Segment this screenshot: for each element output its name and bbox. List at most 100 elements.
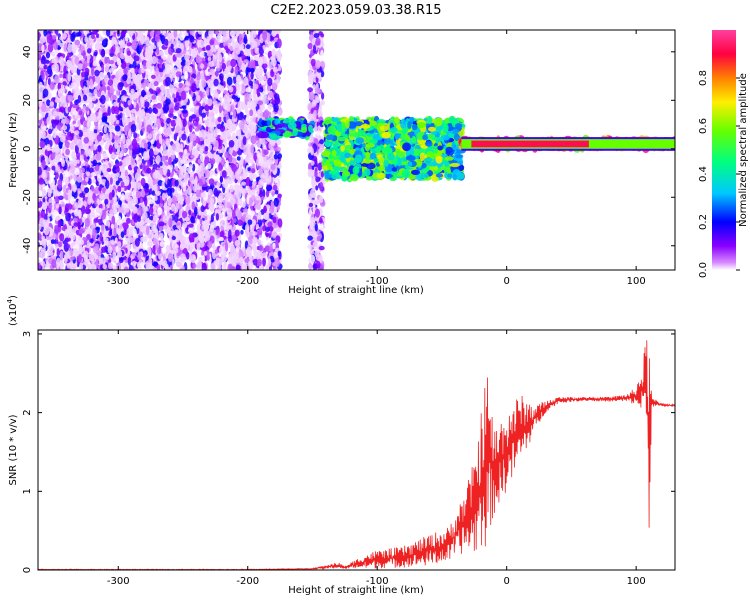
spectrogram-cell — [228, 86, 234, 93]
spectrogram-cell — [140, 220, 146, 225]
spectrogram-cell — [182, 222, 188, 229]
spectrogram-cell — [240, 229, 244, 235]
spectrogram-cell — [47, 239, 51, 245]
spectrogram-cell — [201, 254, 205, 262]
spectrogram-cell — [220, 225, 224, 231]
spectrogram-cell — [217, 116, 222, 123]
spectrogram-cell — [47, 191, 52, 198]
spectrogram-cell — [192, 263, 197, 269]
spectrogram-cell — [248, 197, 253, 206]
spectrogram-cell — [115, 119, 120, 125]
spectrogram-cell — [204, 146, 209, 152]
spectrogram-cell — [178, 209, 182, 219]
spectrogram-cell — [93, 52, 98, 57]
spectrogram-cell — [176, 62, 181, 68]
spectrogram-cell — [247, 140, 251, 146]
spectrogram-cell — [112, 115, 117, 122]
spectrogram-cell — [178, 82, 183, 89]
spectrogram-cell — [108, 262, 114, 270]
spectrogram-cell — [101, 104, 105, 114]
spectrogram-cell — [121, 167, 126, 173]
spectrogram-cell — [101, 246, 107, 253]
spectrogram-cell — [195, 116, 200, 122]
spectrogram-cell — [109, 87, 115, 94]
spectrogram-cell — [139, 36, 146, 45]
spectrogram-cell — [197, 229, 203, 235]
spectrogram-cell — [207, 56, 212, 62]
spectrogram-cell — [276, 164, 282, 169]
spectrogram-cell — [144, 36, 150, 46]
spectrogram-cell — [122, 43, 127, 48]
spectrogram-cell — [162, 149, 169, 157]
spectrogram-heatmap — [38, 30, 675, 270]
spectrogram-cell — [168, 112, 174, 118]
spectrogram-cell — [272, 184, 278, 191]
spectrogram-cell — [234, 240, 241, 247]
spectrogram-cell — [160, 50, 165, 59]
spectrogram-cell — [205, 45, 211, 51]
spectrogram-cell — [253, 173, 257, 180]
spectrogram-cell — [146, 141, 152, 150]
spectrogram-cell — [180, 61, 185, 67]
spectrogram-cell — [109, 229, 113, 235]
spectrogram-cell — [104, 56, 108, 64]
spectrogram-cell — [69, 125, 75, 132]
spectrogram-cell — [100, 139, 105, 146]
spectrogram-cell — [53, 209, 58, 216]
spectrogram-cell — [265, 265, 269, 270]
spectrogram-cell — [107, 40, 111, 50]
spectrogram-cell — [119, 38, 124, 49]
spectrogram-cell — [245, 87, 251, 93]
spectrogram-cell — [263, 149, 269, 155]
spectrogram-cell — [237, 93, 241, 98]
spectrogram-cell — [236, 77, 242, 83]
spectrogram-cell — [188, 115, 193, 123]
spectrogram-cell — [54, 172, 59, 180]
spectrogram-cell — [265, 189, 270, 198]
spectrogram-cell — [152, 178, 158, 187]
spectrogram-cell — [191, 114, 197, 119]
spectrogram-cell — [170, 43, 174, 50]
spectrogram-cell — [96, 33, 99, 39]
spectrogram-cell — [248, 208, 252, 214]
spectrogram-cell — [104, 48, 111, 55]
spectrogram-cell — [183, 148, 188, 155]
spectrogram-cell — [100, 224, 105, 235]
spectrogram-cell — [150, 114, 156, 122]
spectrogram-cell — [200, 192, 206, 198]
spectrogram-cell — [120, 52, 125, 60]
spectrogram-cell — [182, 105, 187, 110]
spectrogram-cell — [74, 123, 80, 128]
spectrogram-cell — [148, 199, 154, 205]
spectrogram-cell — [64, 203, 70, 213]
spectrogram-cell — [48, 244, 54, 253]
spectrogram-cell — [122, 148, 127, 153]
spectrogram-cell — [232, 132, 236, 141]
spectrogram-cell — [193, 147, 197, 158]
spectrogram-cell — [48, 197, 53, 204]
spectrogram-cell — [259, 74, 263, 82]
spectrogram-cell — [259, 167, 263, 175]
spectrogram-cell — [164, 48, 169, 56]
spectrogram-cell — [40, 209, 46, 218]
spectrogram-cell — [122, 262, 128, 268]
spectrogram-cell — [268, 175, 272, 183]
spectrogram-cell — [265, 233, 269, 238]
spectrogram-cell — [276, 227, 281, 233]
spectrogram-cell — [95, 30, 99, 33]
spectrogram-cell — [175, 91, 180, 99]
spectrogram-cell — [215, 30, 219, 35]
spectrogram-cell — [231, 157, 237, 165]
spectrogram-cell — [221, 62, 226, 70]
spectrogram-cell — [168, 156, 172, 166]
spectrogram-cell — [158, 58, 164, 63]
spectrogram-cell — [236, 156, 241, 161]
spectrogram-cell — [62, 81, 67, 86]
spectrogram-cell — [125, 175, 130, 186]
spectrogram-cell — [38, 149, 42, 155]
spectrogram-cell — [152, 204, 157, 214]
spectrogram-cell — [179, 234, 185, 244]
spectrogram-cell — [117, 185, 122, 193]
spectrogram-cell — [262, 155, 267, 163]
spectrogram-cell — [41, 260, 46, 267]
